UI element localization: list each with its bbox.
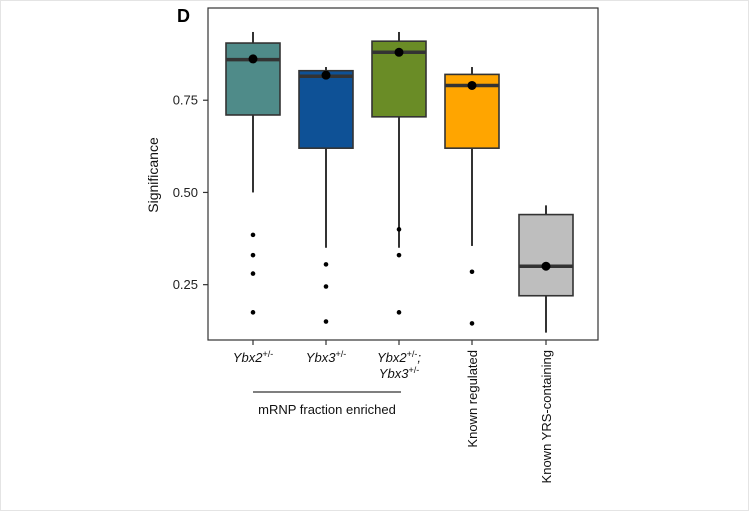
outlier-point bbox=[396, 227, 402, 232]
category-label: Ybx2+/-; bbox=[377, 349, 421, 365]
mean-point bbox=[467, 80, 477, 90]
box bbox=[225, 42, 281, 116]
mean-point bbox=[394, 47, 404, 57]
box bbox=[518, 213, 574, 297]
mean-point bbox=[321, 70, 331, 80]
outlier-point bbox=[323, 284, 329, 289]
outlier-point bbox=[469, 269, 475, 275]
y-tick-label: 0.50 bbox=[173, 185, 198, 200]
plot-frame bbox=[207, 7, 599, 341]
group-annotation-label: mRNP fraction enriched bbox=[258, 402, 396, 417]
outlier-point bbox=[396, 310, 402, 315]
mean-point bbox=[541, 261, 551, 271]
outlier-point bbox=[396, 252, 402, 258]
box bbox=[298, 69, 354, 149]
category-label: Ybx3+/- bbox=[379, 365, 419, 381]
mean-point bbox=[248, 54, 258, 64]
outlier-point bbox=[250, 232, 256, 238]
category-label: Known regulated bbox=[465, 350, 480, 448]
y-axis-title: Significance bbox=[145, 137, 161, 213]
y-tick-label: 0.75 bbox=[173, 93, 198, 108]
category-label: Ybx2+/- bbox=[233, 349, 273, 365]
outlier-point bbox=[250, 310, 256, 315]
outlier-point bbox=[323, 262, 329, 267]
outlier-point bbox=[469, 321, 475, 326]
outlier-point bbox=[250, 271, 256, 276]
y-tick-label: 0.25 bbox=[173, 277, 198, 292]
outlier-point bbox=[323, 319, 329, 324]
category-label: Ybx3+/- bbox=[306, 349, 346, 365]
outlier-point bbox=[250, 252, 256, 258]
category-label: Known YRS-containing bbox=[539, 350, 554, 483]
panel-letter: D bbox=[177, 6, 190, 26]
